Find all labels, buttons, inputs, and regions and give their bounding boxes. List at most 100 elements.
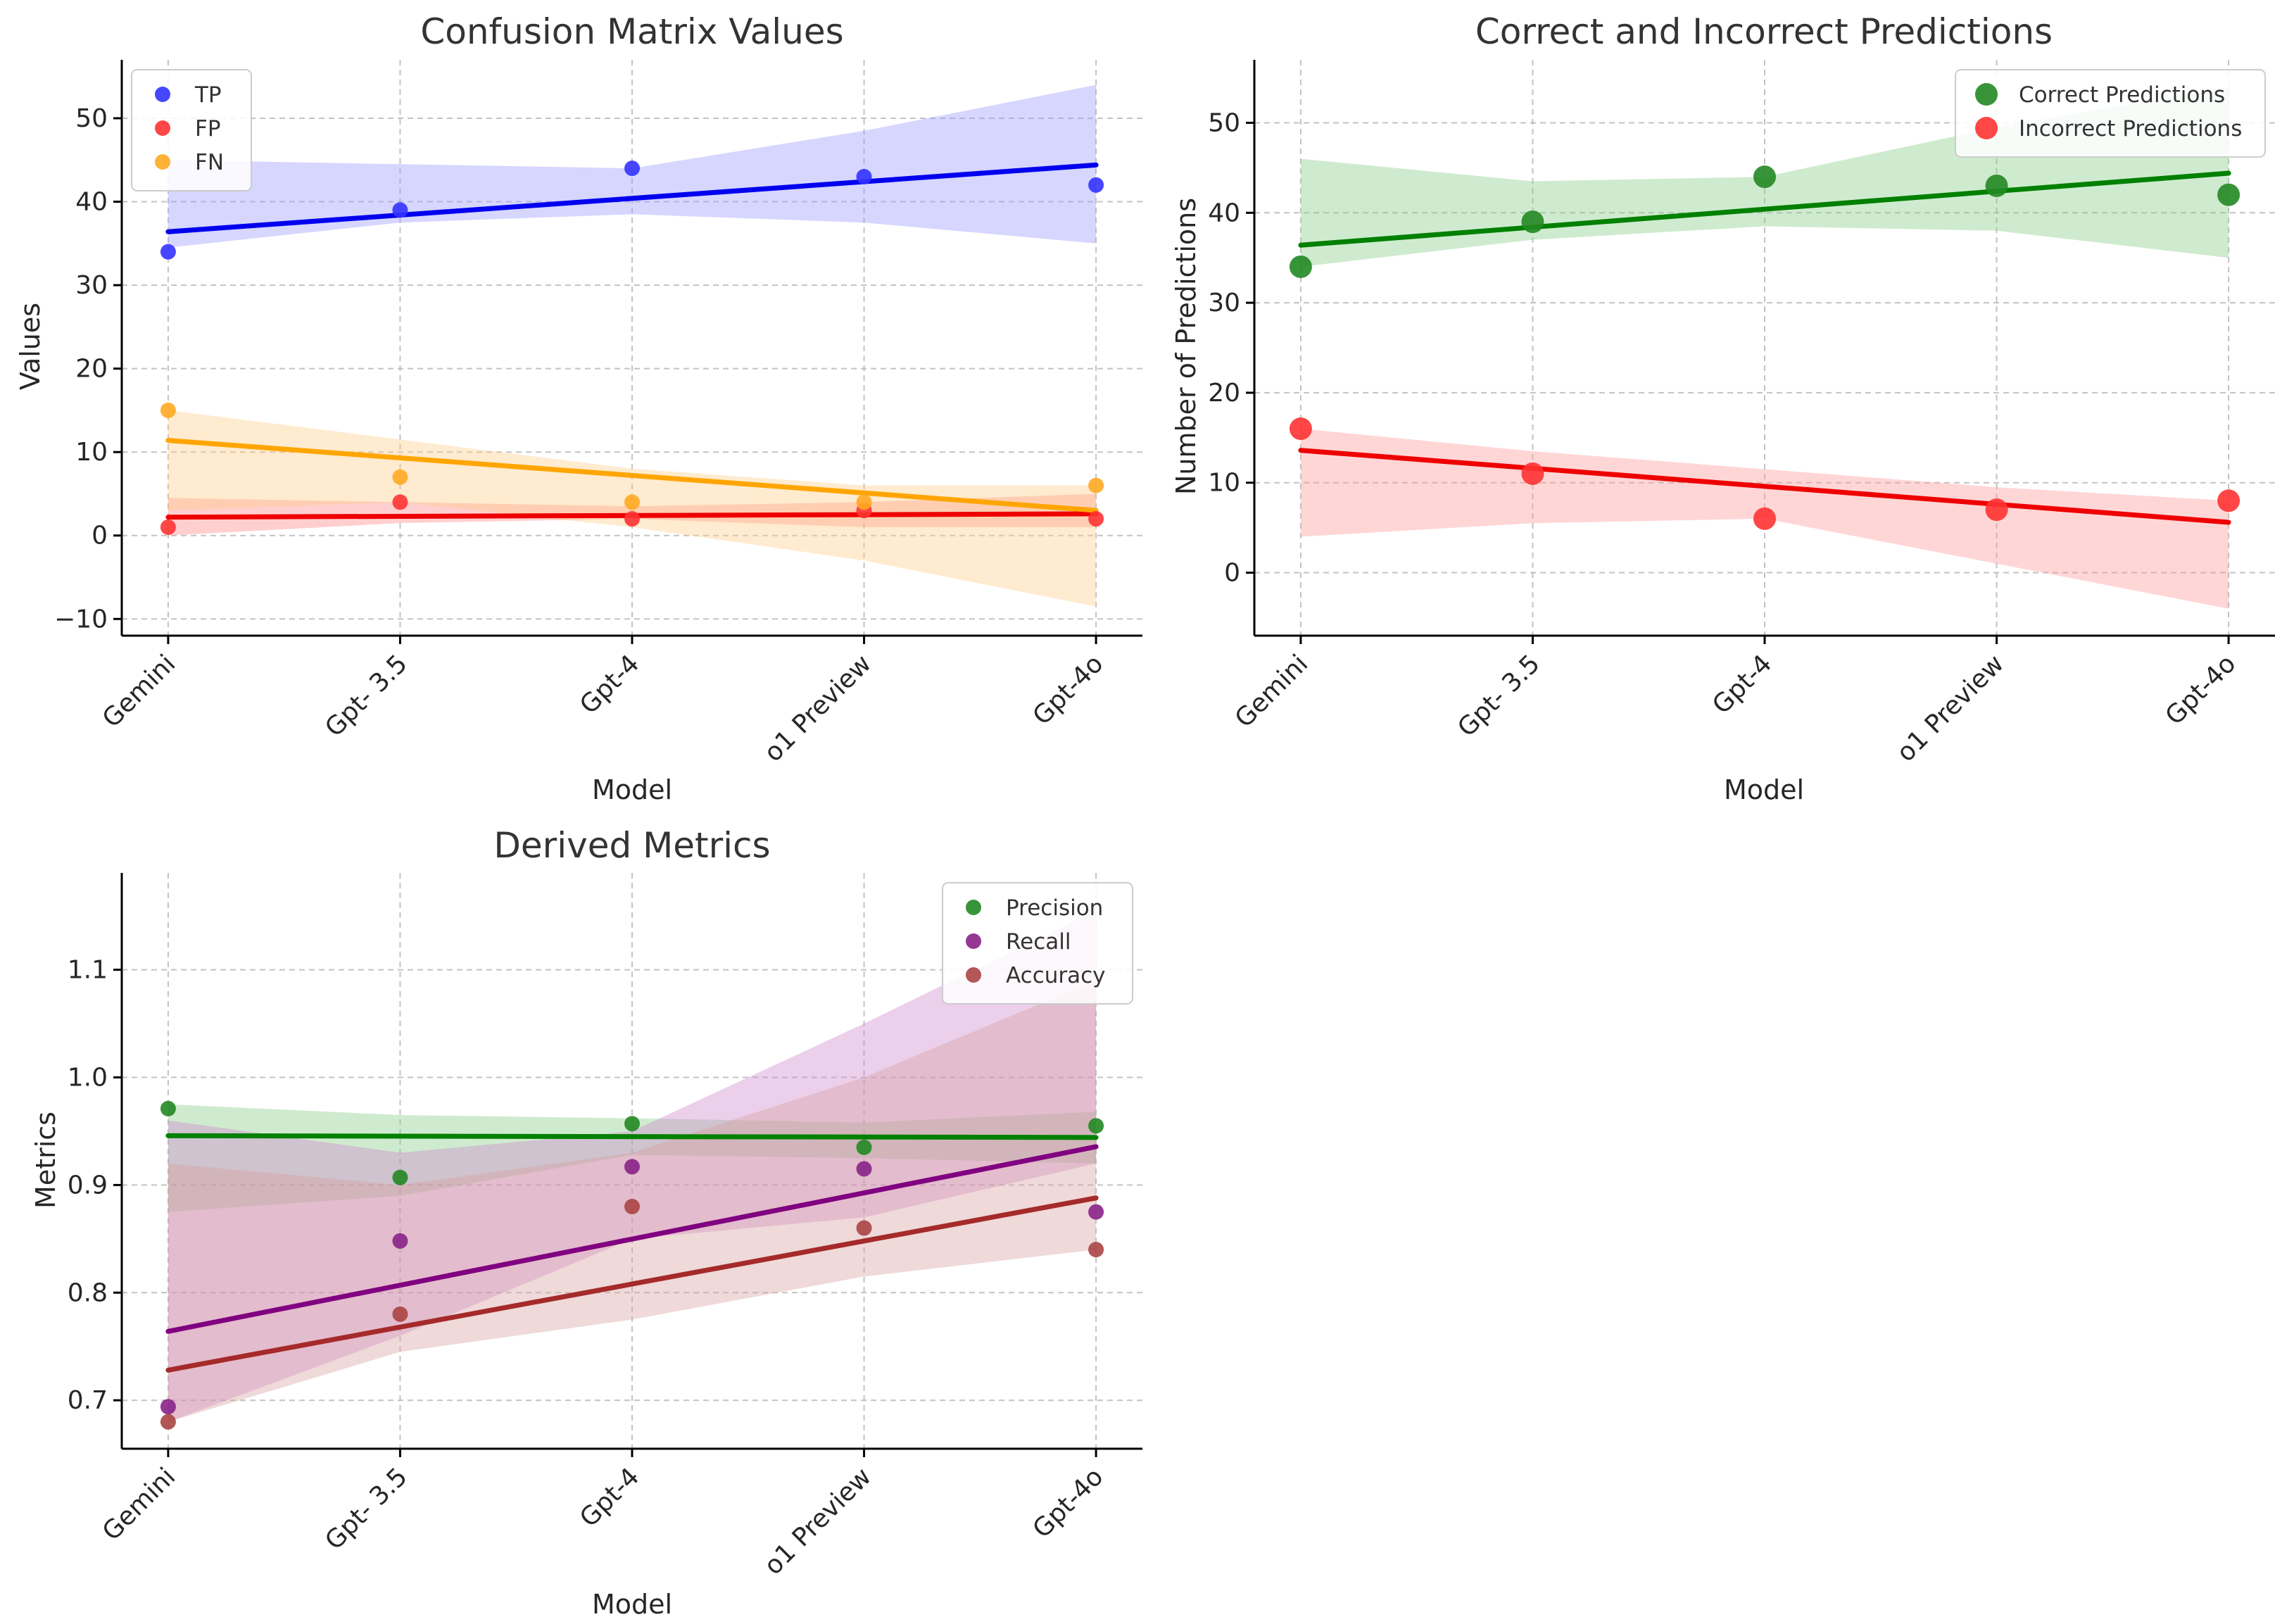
trend-line-fn [165, 438, 1099, 513]
derived-metrics-chart: Derived Metrics Model Metrics 0.7 0.8 0.9 1… [30, 825, 1142, 1620]
y-tick-label: 0 [92, 522, 108, 550]
y-tick-label: 1.1 [68, 956, 108, 985]
data-point-precision [392, 1169, 408, 1185]
x-tick-label: Gpt-4o [2160, 649, 2242, 731]
y-axis-label: Values [15, 303, 46, 390]
legend-marker-tp [155, 87, 170, 102]
data-point-fn [624, 494, 640, 510]
y-axis-label: Number of Predictions [1171, 198, 1202, 495]
data-point-recall [1088, 1204, 1104, 1220]
data-point-accuracy [624, 1198, 640, 1214]
data-point-fp [392, 494, 408, 510]
legend: Precision Recall Accuracy [942, 882, 1133, 1005]
x-tick-label: Gpt- 3.5 [1452, 649, 1546, 743]
data-point-fn [392, 469, 408, 485]
y-tick-label: 40 [1208, 199, 1240, 227]
legend-marker-fp [155, 120, 170, 136]
y-tick-label: 30 [1208, 289, 1240, 317]
x-tick-label: o1 Preview [1891, 649, 2010, 767]
predictions-chart: Correct and Incorrect Predictions Model … [1171, 11, 2275, 805]
legend-label-correct-predictions: Correct Predictions [2019, 82, 2225, 108]
data-point-tp [624, 160, 640, 177]
data-point-fn [1088, 477, 1104, 493]
legend-box [942, 882, 1133, 1005]
trend-line-tp [165, 162, 1099, 234]
trend-line-accuracy [165, 1195, 1099, 1373]
data-point-recall [160, 1399, 176, 1415]
data-point-correct-predictions [1753, 165, 1776, 189]
x-tick-label: Gpt-4 [574, 649, 645, 719]
data-points [1289, 165, 2241, 530]
legend: TP FP FN [131, 69, 252, 191]
grid [122, 60, 1142, 636]
data-point-correct-predictions [1985, 174, 2008, 197]
y-tick-label: 0.9 [68, 1171, 108, 1200]
x-tick-label: Gpt-4 [574, 1462, 645, 1532]
legend-label-recall: Recall [1006, 929, 1071, 955]
data-point-incorrect-predictions [2217, 489, 2241, 512]
data-point-correct-predictions [1289, 255, 1312, 278]
legend-label-incorrect-predictions: Incorrect Predictions [2019, 116, 2242, 141]
legend-label-accuracy: Accuracy [1006, 963, 1106, 988]
data-point-fn [856, 494, 872, 510]
legend-box [131, 69, 252, 191]
data-point-accuracy [856, 1220, 872, 1236]
legend-box [1955, 69, 2266, 158]
data-point-precision [1088, 1118, 1104, 1134]
data-point-accuracy [160, 1414, 176, 1430]
y-tick-label: 20 [1208, 379, 1240, 408]
legend-marker-accuracy [966, 967, 981, 983]
y-tick-label: −10 [54, 605, 108, 634]
grid [1254, 60, 2275, 636]
data-point-fp [1088, 511, 1104, 527]
data-point-recall [392, 1233, 408, 1249]
legend-marker-correct-predictions [1975, 83, 1998, 106]
legend-label-fn: FN [195, 150, 224, 175]
y-tick-label: 0 [1224, 559, 1240, 588]
data-point-incorrect-predictions [1753, 507, 1776, 530]
x-tick-label: Gemini [1230, 649, 1313, 733]
x-tick-label: Gpt-4 [1707, 649, 1777, 719]
trend-line-correct-predictions [1298, 170, 2231, 248]
x-tick-label: Gpt-4o [1028, 649, 1109, 731]
x-tick-label: Gpt- 3.5 [320, 649, 413, 743]
x-tick-label: Gpt- 3.5 [320, 1462, 413, 1556]
x-tick-label: o1 Preview [759, 649, 877, 767]
data-point-precision [624, 1116, 640, 1132]
legend-label-tp: TP [194, 82, 222, 108]
data-point-fp [160, 519, 176, 535]
trend-line-incorrect-predictions [1298, 448, 2231, 525]
legend: Correct Predictions Incorrect Predictions [1955, 69, 2266, 158]
data-point-precision [160, 1100, 176, 1116]
y-tick-label: 50 [1208, 108, 1240, 137]
trend-line-recall [165, 1144, 1099, 1334]
data-point-tp [856, 168, 872, 184]
data-point-incorrect-predictions [1289, 417, 1312, 441]
x-tick-label: o1 Preview [759, 1462, 877, 1580]
chart-title: Derived Metrics [493, 825, 770, 866]
confusion-matrix-chart: Confusion Matrix Values Model Values −10… [15, 11, 1142, 805]
y-tick-label: 0.8 [68, 1278, 108, 1307]
trend-line-precision [165, 1133, 1099, 1140]
data-point-precision [856, 1139, 872, 1155]
x-tick-label: Gemini [97, 1462, 181, 1546]
legend-marker-incorrect-predictions [1975, 117, 1998, 139]
data-points [160, 1100, 1104, 1430]
legend-marker-fn [155, 154, 170, 170]
y-axis-label: Metrics [30, 1112, 61, 1209]
data-point-accuracy [392, 1306, 408, 1322]
data-point-fn [160, 402, 176, 418]
x-axis-label: Model [1724, 774, 1804, 805]
y-tick-label: 20 [75, 355, 108, 384]
data-point-fp [624, 511, 640, 527]
legend-marker-precision [966, 900, 981, 915]
chart-title: Correct and Incorrect Predictions [1475, 11, 2053, 52]
legend-label-precision: Precision [1006, 895, 1103, 921]
y-tick-label: 1.0 [68, 1064, 108, 1093]
x-tick-label: Gpt-4o [1028, 1462, 1109, 1544]
chart-title: Confusion Matrix Values [420, 11, 843, 52]
y-tick-label: 0.7 [68, 1386, 108, 1415]
y-tick-label: 50 [75, 104, 108, 133]
y-tick-label: 10 [75, 438, 108, 467]
